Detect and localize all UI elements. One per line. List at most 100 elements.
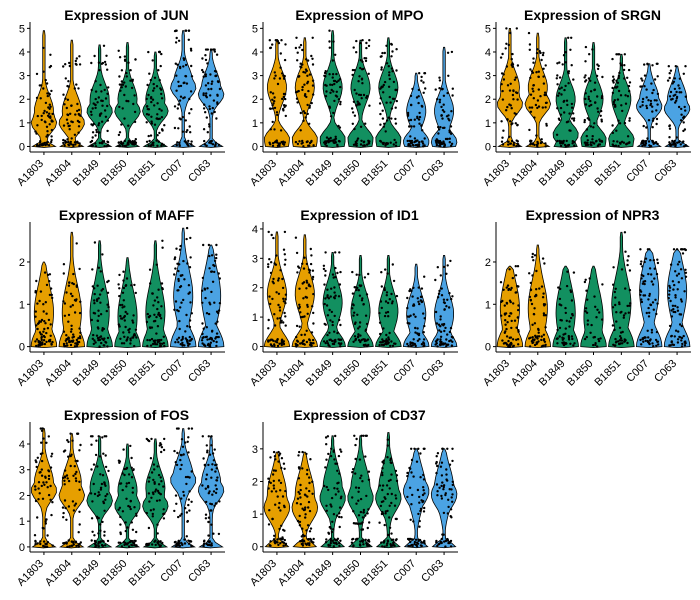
- data-point: [419, 476, 422, 479]
- data-point: [279, 321, 283, 324]
- data-point: [675, 248, 679, 251]
- data-point: [69, 141, 72, 145]
- data-point: [593, 295, 596, 298]
- data-point: [339, 85, 342, 89]
- data-point: [201, 342, 204, 345]
- data-point: [330, 505, 333, 508]
- data-point: [351, 307, 354, 310]
- y-tick-label: 0: [252, 341, 258, 353]
- data-point: [568, 325, 571, 328]
- data-point: [76, 459, 79, 463]
- data-point: [156, 113, 159, 116]
- data-point: [301, 88, 304, 92]
- x-tick-label: C007: [158, 558, 185, 585]
- data-point: [269, 540, 272, 543]
- data-point: [299, 62, 302, 65]
- data-point: [283, 105, 286, 109]
- data-point: [96, 284, 99, 287]
- data-point: [214, 141, 218, 144]
- data-point: [656, 103, 659, 106]
- data-point: [49, 287, 53, 290]
- x-tick-label: A1803: [481, 358, 512, 389]
- data-point: [268, 295, 271, 298]
- data-point: [65, 291, 68, 294]
- data-point: [42, 87, 45, 90]
- data-point: [303, 333, 307, 336]
- data-point: [100, 120, 104, 123]
- data-point: [48, 103, 51, 106]
- data-point: [182, 453, 185, 456]
- data-point: [132, 102, 135, 106]
- data-point: [203, 539, 206, 542]
- x-tick-label: B1849: [71, 158, 102, 189]
- data-point: [155, 139, 158, 142]
- data-point: [447, 343, 450, 346]
- data-point: [210, 509, 213, 512]
- data-point: [593, 88, 597, 91]
- data-point: [145, 97, 148, 101]
- data-point: [677, 84, 680, 87]
- panel-title: Expression of CD37: [293, 407, 425, 423]
- data-point: [355, 288, 358, 292]
- data-point: [529, 288, 533, 291]
- data-point: [184, 119, 187, 122]
- violin-B1850: [114, 42, 141, 148]
- data-point: [570, 106, 574, 109]
- data-point: [159, 476, 162, 479]
- data-point: [42, 437, 45, 440]
- data-point: [435, 322, 439, 325]
- data-point: [511, 93, 515, 97]
- data-point: [125, 497, 128, 500]
- data-point: [270, 261, 273, 264]
- data-point: [273, 128, 276, 131]
- data-point: [74, 502, 78, 505]
- data-point: [188, 266, 192, 269]
- data-point: [451, 500, 454, 503]
- data-point: [447, 306, 451, 309]
- data-point: [515, 91, 519, 95]
- data-point: [440, 541, 443, 544]
- data-point: [616, 98, 620, 101]
- data-point: [46, 92, 49, 95]
- data-point: [62, 65, 65, 68]
- data-point: [117, 283, 120, 286]
- data-point: [133, 334, 137, 337]
- data-point: [131, 142, 134, 146]
- data-point: [49, 334, 52, 337]
- y-tick-label: 3: [485, 71, 491, 83]
- data-point: [210, 338, 214, 341]
- data-point: [352, 510, 355, 513]
- data-point: [411, 341, 414, 345]
- data-point: [676, 338, 680, 341]
- data-point: [684, 95, 687, 98]
- y-tick-label: 4: [19, 439, 25, 451]
- data-point: [411, 493, 414, 497]
- data-point: [36, 516, 39, 519]
- data-point: [647, 298, 650, 301]
- data-point: [673, 87, 677, 91]
- data-point: [327, 343, 330, 347]
- data-point: [150, 100, 153, 104]
- data-point: [131, 486, 134, 490]
- data-point: [668, 324, 672, 328]
- data-point: [515, 326, 518, 329]
- x-tick-label: B1851: [592, 358, 623, 389]
- data-point: [450, 496, 453, 499]
- x-tick-label: C063: [186, 558, 213, 585]
- data-point: [531, 255, 534, 259]
- data-point: [339, 539, 342, 542]
- data-point: [566, 103, 569, 107]
- data-point: [298, 514, 301, 518]
- data-point: [78, 523, 81, 526]
- x-tick-label: C007: [391, 358, 418, 385]
- data-point: [45, 125, 49, 128]
- data-point: [440, 497, 444, 500]
- data-point: [183, 57, 186, 61]
- data-point: [394, 497, 398, 500]
- data-point: [448, 141, 451, 144]
- data-point: [92, 333, 95, 337]
- data-point: [383, 314, 387, 318]
- data-point: [558, 87, 561, 91]
- data-point: [159, 87, 162, 90]
- data-point: [594, 101, 597, 104]
